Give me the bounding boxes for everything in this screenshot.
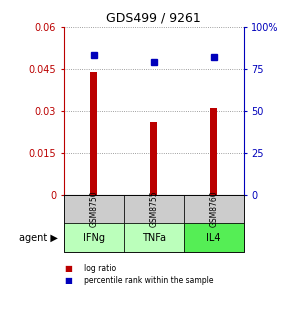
Text: log ratio: log ratio: [84, 264, 116, 273]
Bar: [150, 122, 157, 195]
Text: GSM8755: GSM8755: [149, 191, 158, 227]
Text: GSM8750: GSM8750: [89, 191, 98, 227]
Text: GSM8760: GSM8760: [209, 191, 218, 227]
Text: ■: ■: [64, 276, 72, 285]
Text: TNFa: TNFa: [142, 233, 166, 243]
Text: ■: ■: [64, 264, 72, 273]
Text: IL4: IL4: [206, 233, 221, 243]
Bar: [210, 108, 217, 195]
Text: agent ▶: agent ▶: [19, 233, 58, 243]
Text: IFNg: IFNg: [83, 233, 105, 243]
Bar: [90, 72, 97, 195]
Text: percentile rank within the sample: percentile rank within the sample: [84, 276, 214, 285]
Title: GDS499 / 9261: GDS499 / 9261: [106, 11, 201, 24]
